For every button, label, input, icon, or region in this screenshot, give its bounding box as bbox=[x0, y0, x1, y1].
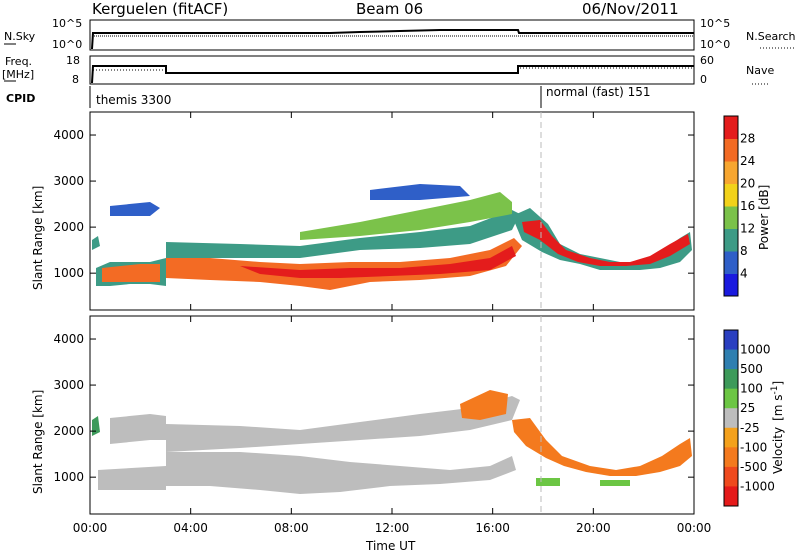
cpid-mode-1: themis 3300 bbox=[96, 93, 171, 107]
power-ytick-label: 4000 bbox=[53, 128, 84, 142]
velocity-xtick-label: 00:00 bbox=[73, 521, 108, 535]
time-axis-label: Time UT bbox=[365, 539, 416, 553]
velocity-colorbar-swatch bbox=[724, 330, 738, 351]
nave-trace bbox=[93, 67, 694, 74]
velocity-colorbar-swatch bbox=[724, 388, 738, 409]
nsearch-tick-top: 10^5 bbox=[700, 17, 730, 30]
velocity-colorbar: 1000 500 100 25 -25 -100 -500 -1000 bbox=[723, 329, 775, 507]
power-ytick-label: 2000 bbox=[53, 220, 84, 234]
velocity-colorbar-tick-label: 100 bbox=[740, 382, 763, 396]
nsky-panel-frame bbox=[89, 19, 695, 51]
velocity-colorbar-frame bbox=[723, 329, 739, 507]
velocity-ytick-label: 4000 bbox=[53, 332, 84, 346]
velocity-xtick-label: 12:00 bbox=[375, 521, 410, 535]
velocity-ytick-label: 3000 bbox=[53, 378, 84, 392]
power-colorbar-tick-label: 20 bbox=[740, 177, 755, 191]
velocity-colorbar-tick-label: -1000 bbox=[740, 479, 775, 493]
nsky-tick-top: 10^5 bbox=[52, 17, 82, 30]
power-colorbar-swatch bbox=[724, 228, 738, 252]
power-y-ticks: 1000 2000 3000 4000 bbox=[53, 128, 694, 280]
power-colorbar-swatch bbox=[724, 138, 738, 162]
velocity-xtick-label: 08:00 bbox=[274, 521, 309, 535]
velocity-colorbar-tick-label: -25 bbox=[740, 421, 760, 435]
velocity-colorbar-swatch bbox=[724, 408, 738, 429]
velocity-colorbar-label: Velocity [m s-1] bbox=[770, 381, 785, 474]
velocity-heatmap bbox=[92, 390, 692, 494]
velocity-colorbar-tick-label: 25 bbox=[740, 401, 755, 415]
freq-tick-top: 18 bbox=[66, 54, 80, 67]
freq-panel-frame bbox=[89, 55, 695, 85]
velocity-ytick-label: 1000 bbox=[53, 470, 84, 484]
nave-label: Nave bbox=[746, 64, 774, 77]
power-colorbar-tick-label: 8 bbox=[740, 244, 748, 258]
nsky-trace bbox=[91, 29, 694, 50]
freq-tick-bottom: 8 bbox=[72, 73, 79, 86]
cpid-label: CPID bbox=[6, 92, 35, 105]
station-title: Kerguelen (fitACF) bbox=[92, 0, 228, 18]
velocity-xtick-label: 00:00 bbox=[677, 521, 712, 535]
date-title: 06/Nov/2011 bbox=[582, 0, 679, 18]
velocity-colorbar-swatch bbox=[724, 447, 738, 468]
freq-unit-label: [MHz] bbox=[2, 68, 34, 81]
freq-label: Freq. bbox=[5, 55, 32, 68]
nsky-tick-bottom: 10^0 bbox=[52, 38, 82, 51]
cpid-mode-2: normal (fast) 151 bbox=[546, 85, 650, 99]
velocity-colorbar-tick-label: -100 bbox=[740, 440, 767, 454]
velocity-y-ticks: 1000 2000 3000 4000 bbox=[53, 332, 694, 484]
power-colorbar-tick-label: 4 bbox=[740, 267, 748, 281]
velocity-xtick-label: 20:00 bbox=[576, 521, 611, 535]
power-heatmap bbox=[92, 184, 692, 290]
power-colorbar-swatch bbox=[724, 206, 738, 229]
power-colorbar-tick-label: 12 bbox=[740, 222, 755, 236]
velocity-colorbar-swatch bbox=[724, 369, 738, 390]
velocity-colorbar-label-name: Velocity bbox=[771, 427, 785, 474]
power-colorbar-swatch bbox=[724, 183, 738, 207]
velocity-colorbar-label-close: ] bbox=[771, 381, 785, 386]
power-colorbar-tick-label: 28 bbox=[740, 132, 755, 146]
power-colorbar-swatch bbox=[724, 273, 738, 297]
velocity-colorbar-tick-label: 1000 bbox=[740, 343, 771, 357]
velocity-ylabel: Slant Range [km] bbox=[31, 390, 45, 494]
beam-title: Beam 06 bbox=[356, 0, 423, 18]
power-colorbar: 4 8 12 16 20 24 28 bbox=[723, 115, 755, 297]
power-colorbar-tick-label: 16 bbox=[740, 199, 755, 213]
power-x-ticks bbox=[89, 112, 695, 310]
power-colorbar-swatch bbox=[724, 161, 738, 184]
velocity-colorbar-swatch bbox=[724, 427, 738, 448]
velocity-colorbar-label-unit: [m s bbox=[771, 394, 785, 420]
velocity-colorbar-swatch bbox=[724, 466, 738, 487]
power-colorbar-frame bbox=[723, 115, 739, 297]
nave-tick-top: 60 bbox=[700, 54, 714, 67]
nsearch-label: N.Search bbox=[746, 30, 796, 43]
nsearch-tick-bottom: 10^0 bbox=[700, 38, 730, 51]
power-colorbar-label: Power [dB] bbox=[757, 185, 771, 250]
power-colorbar-swatch bbox=[724, 116, 738, 139]
power-ylabel: Slant Range [km] bbox=[31, 186, 45, 290]
power-ytick-label: 3000 bbox=[53, 174, 84, 188]
velocity-colorbar-swatch bbox=[724, 349, 738, 370]
velocity-colorbar-swatch bbox=[724, 486, 738, 507]
velocity-xtick-label: 04:00 bbox=[173, 521, 208, 535]
velocity-colorbar-tick-label: -500 bbox=[740, 460, 767, 474]
velocity-colorbar-tick-label: 500 bbox=[740, 362, 763, 376]
nave-tick-bottom: 0 bbox=[700, 73, 707, 86]
power-colorbar-tick-label: 24 bbox=[740, 154, 755, 168]
velocity-ytick-label: 2000 bbox=[53, 424, 84, 438]
nsky-label: N.Sky bbox=[4, 30, 36, 43]
power-ytick-label: 1000 bbox=[53, 266, 84, 280]
velocity-x-ticks: 00:00 04:00 08:00 12:00 16:00 20:00 00:00 bbox=[73, 316, 712, 535]
velocity-colorbar-label-exp: -1 bbox=[770, 386, 780, 395]
power-colorbar-swatch bbox=[724, 251, 738, 274]
velocity-xtick-label: 16:00 bbox=[475, 521, 510, 535]
